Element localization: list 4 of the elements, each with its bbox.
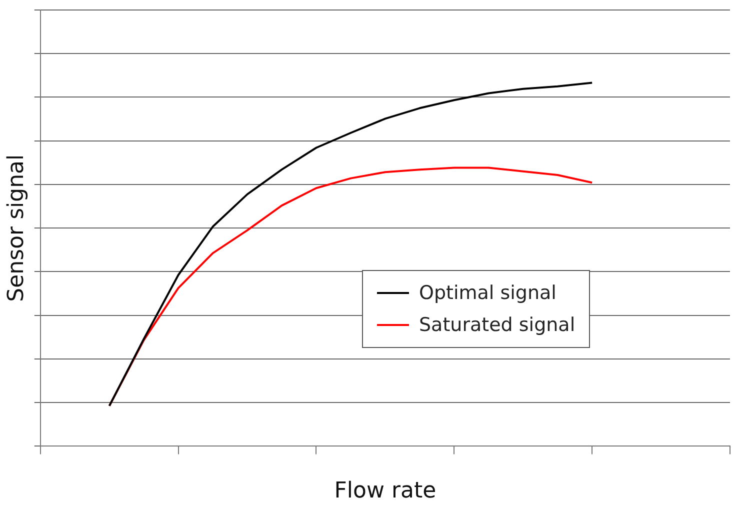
legend-label: Saturated signal xyxy=(419,314,576,336)
y-axis-title: Sensor signal xyxy=(4,154,29,302)
x-axis-title: Flow rate xyxy=(334,478,436,504)
legend-label: Optimal signal xyxy=(419,282,556,304)
